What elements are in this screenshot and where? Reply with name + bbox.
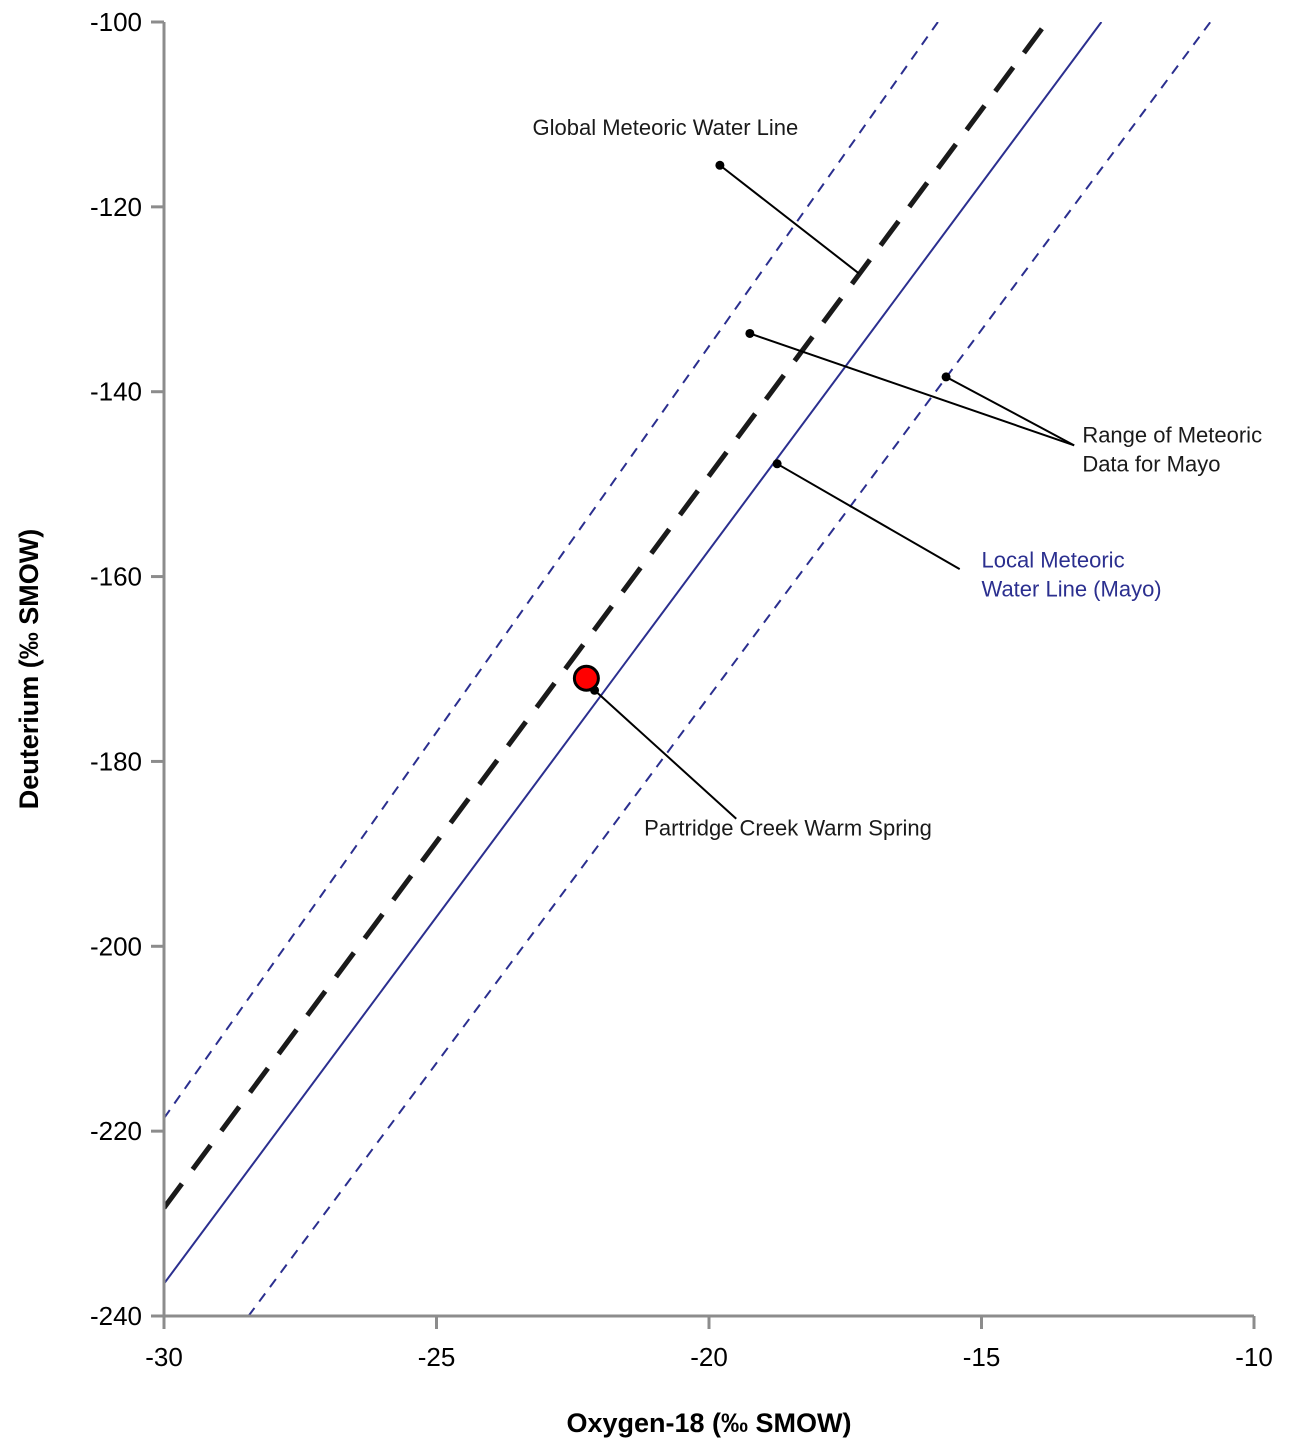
annotation-leader-dot xyxy=(715,160,725,170)
series-line-gmwl xyxy=(164,22,1049,1210)
annotation-leader-dot xyxy=(745,328,755,338)
x-axis-title: Oxygen-18 (‰ SMOW) xyxy=(566,1408,851,1438)
x-tick-label: -30 xyxy=(145,1342,183,1372)
annotation-label: Partridge Creek Warm Spring xyxy=(644,815,932,840)
annotation-leader xyxy=(593,689,737,820)
annotation-leader xyxy=(776,462,961,571)
series-line-lmwl xyxy=(164,22,1103,1285)
x-tick-label: -15 xyxy=(963,1342,1001,1372)
annotation-label: Range of Meteoric Data for Mayo xyxy=(1082,423,1262,477)
y-tick-label: -120 xyxy=(90,192,142,222)
annotation-leader xyxy=(945,376,1075,447)
x-tick-label: -20 xyxy=(690,1342,728,1372)
annotation-label-line: Water Line (Mayo) xyxy=(982,576,1162,601)
axes: -240 -220 -200 -180 -160 -140 -120 -100 -30 -25 -2… xyxy=(90,7,1273,1372)
y-tick-label: -220 xyxy=(90,1116,142,1146)
annotation-leader xyxy=(749,332,1075,447)
annotation-label-line: Partridge Creek Warm Spring xyxy=(644,815,932,840)
annotation-label-line: Local Meteoric xyxy=(982,547,1125,572)
y-axis-title: Deuterium (‰ SMOW) xyxy=(14,529,44,810)
series-line-range_upper xyxy=(164,22,939,1119)
annotation-label-line: Range of Meteoric xyxy=(1082,423,1262,448)
annotations: Global Meteoric Water Line Range of Meteo… xyxy=(533,115,1263,841)
y-tick-label: -100 xyxy=(90,7,142,37)
annotation-leader-dot xyxy=(772,459,782,469)
annotation-leader-dot xyxy=(941,372,951,382)
annotation-label-line: Data for Mayo xyxy=(1082,452,1220,477)
x-tick-label: -10 xyxy=(1235,1342,1273,1372)
annotation-label: Global Meteoric Water Line xyxy=(533,115,799,140)
annotation-label-line: Global Meteoric Water Line xyxy=(533,115,799,140)
points xyxy=(572,664,600,692)
annotation-leader xyxy=(719,164,860,275)
series-layer xyxy=(164,22,1212,1316)
y-tick-label: -160 xyxy=(90,562,142,592)
y-tick-label: -200 xyxy=(90,931,142,961)
annotation-label: Local Meteoric Water Line (Mayo) xyxy=(982,547,1162,601)
x-tick-label: -25 xyxy=(418,1342,456,1372)
y-tick-label: -180 xyxy=(90,746,142,776)
data-point xyxy=(572,664,600,692)
y-tick-label: -240 xyxy=(90,1301,142,1331)
y-tick-label: -140 xyxy=(90,377,142,407)
